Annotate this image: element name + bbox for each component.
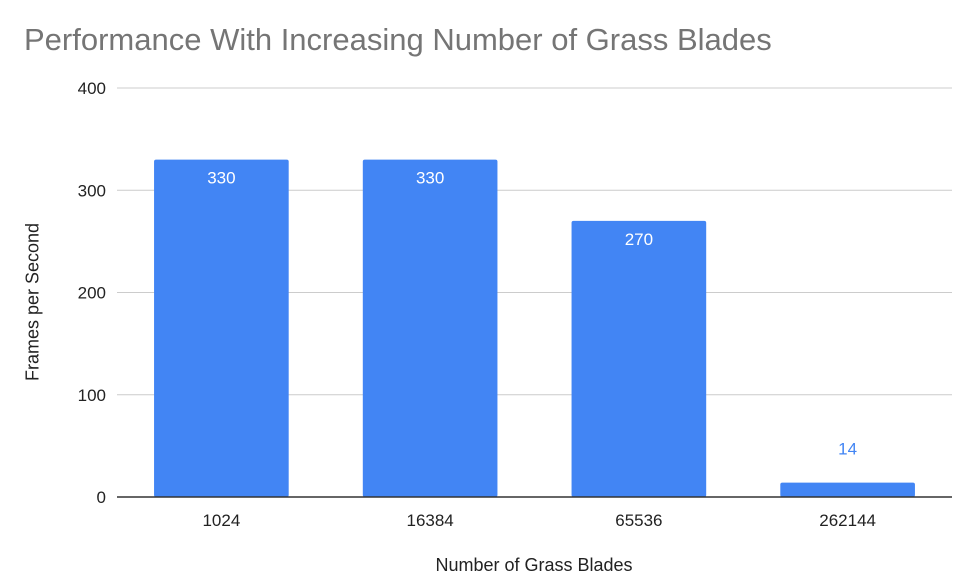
x-axis-title: Number of Grass Blades <box>435 555 633 575</box>
data-label: 14 <box>838 440 857 459</box>
y-tick-label: 200 <box>78 284 106 303</box>
data-label: 330 <box>416 169 444 188</box>
bar <box>154 159 289 497</box>
y-tick-label: 0 <box>97 488 106 507</box>
x-tick-label: 16384 <box>406 511 453 530</box>
bar <box>362 159 498 497</box>
data-label: 270 <box>625 230 653 249</box>
x-tick-label: 1024 <box>202 511 240 530</box>
y-tick-label: 100 <box>78 386 106 405</box>
y-tick-label: 300 <box>78 181 106 200</box>
y-tick-label: 400 <box>78 79 106 98</box>
chart-title: Performance With Increasing Number of Gr… <box>24 22 772 57</box>
x-tick-label: 262144 <box>819 511 876 530</box>
x-tick-label: 65536 <box>615 511 662 530</box>
bar <box>780 482 915 497</box>
data-label: 330 <box>207 169 235 188</box>
bar <box>571 220 707 498</box>
